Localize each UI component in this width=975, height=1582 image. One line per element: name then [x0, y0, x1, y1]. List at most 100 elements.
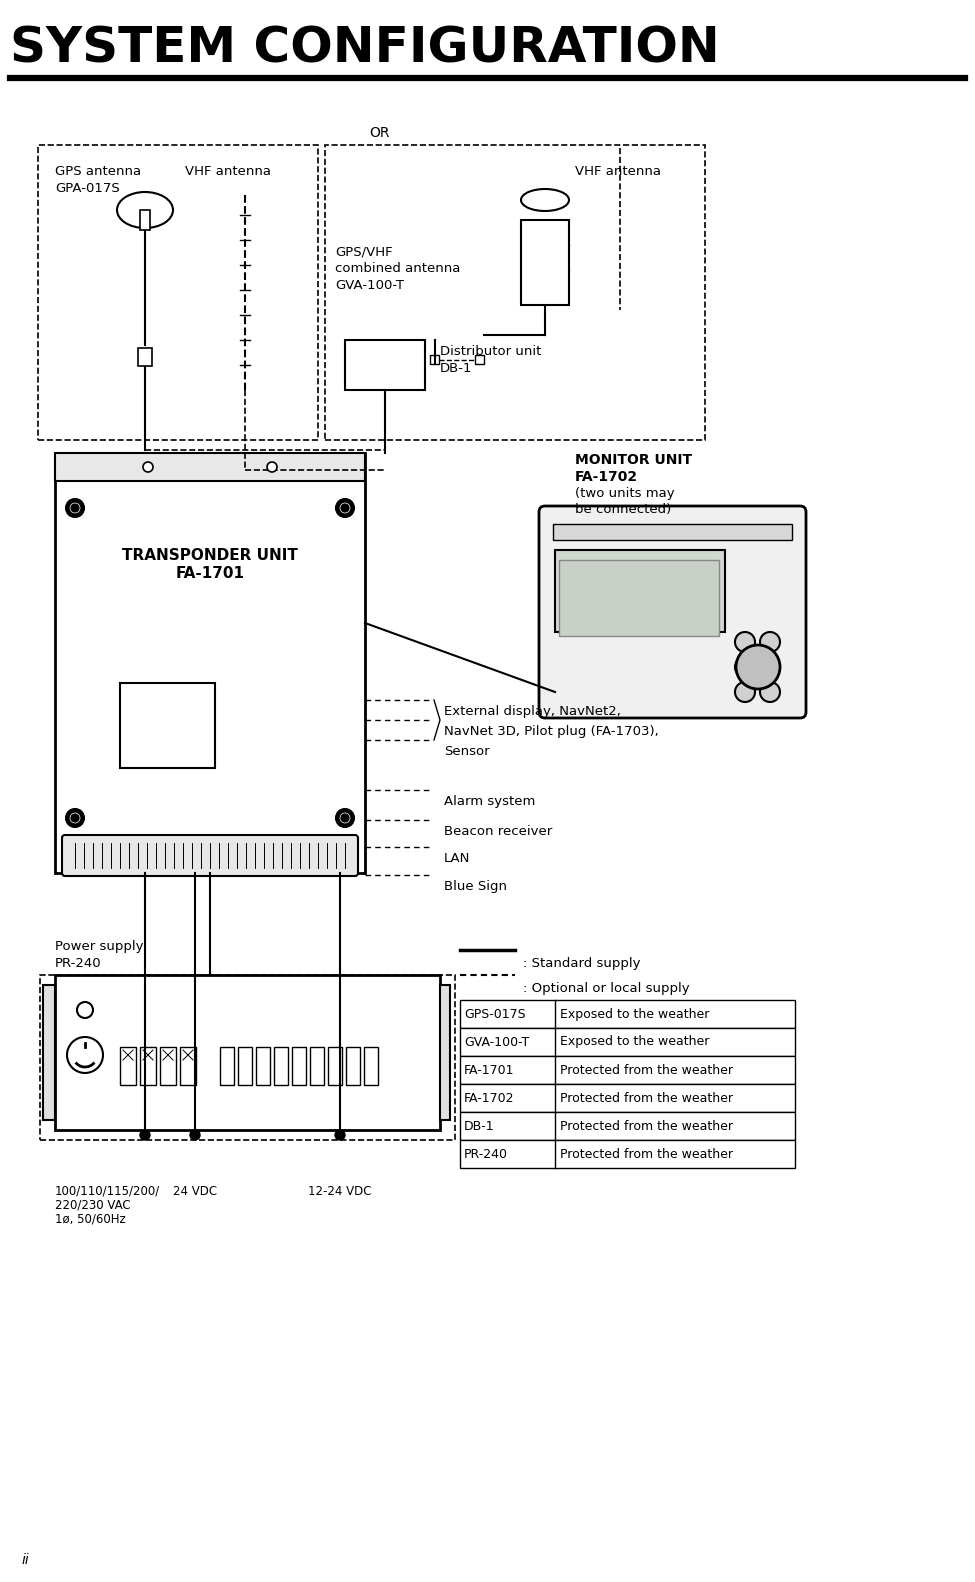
Text: Protected from the weather: Protected from the weather [560, 1120, 733, 1133]
Bar [364, 1047, 378, 1085]
Circle shape [735, 657, 755, 677]
Text: External display, NavNet2,: External display, NavNet2, [444, 706, 621, 718]
Text: Protected from the weather: Protected from the weather [560, 1063, 733, 1076]
Bar [180, 1047, 196, 1085]
Text: SYSTEM CONFIGURATION: SYSTEM CONFIGURATION [10, 24, 720, 73]
Circle shape [340, 813, 350, 823]
Text: FA-1701: FA-1701 [464, 1063, 515, 1076]
Bar [555, 551, 725, 631]
Text: Alarm system: Alarm system [444, 796, 535, 808]
Ellipse shape [521, 188, 569, 210]
Bar [120, 1047, 136, 1085]
Bar [460, 1028, 795, 1057]
Text: Blue Sign: Blue Sign [444, 880, 507, 892]
Text: GVA-100-T: GVA-100-T [464, 1036, 529, 1049]
Bar [160, 1047, 176, 1085]
Circle shape [736, 645, 780, 690]
Text: 24 VDC: 24 VDC [173, 1185, 217, 1198]
Bar [292, 1047, 306, 1085]
Text: NavNet 3D, Pilot plug (FA-1703),: NavNet 3D, Pilot plug (FA-1703), [444, 725, 659, 737]
Circle shape [66, 498, 84, 517]
Circle shape [760, 682, 780, 702]
Text: be connected): be connected) [575, 503, 671, 516]
Bar [475, 354, 484, 364]
Circle shape [336, 498, 354, 517]
Bar [460, 1112, 795, 1141]
Bar [140, 210, 150, 229]
Bar [460, 1084, 795, 1112]
Bar [120, 683, 215, 767]
Bar [430, 354, 439, 364]
Bar [220, 1047, 234, 1085]
Bar [238, 1047, 252, 1085]
Bar [55, 975, 440, 1130]
Bar [140, 1047, 156, 1085]
Text: DB-1: DB-1 [464, 1120, 494, 1133]
Text: FA-1702: FA-1702 [464, 1092, 515, 1104]
Circle shape [190, 1130, 200, 1141]
Circle shape [336, 808, 354, 827]
Text: 12-24 VDC: 12-24 VDC [308, 1185, 371, 1198]
Bar [328, 1047, 342, 1085]
Text: 1ø, 50/60Hz: 1ø, 50/60Hz [55, 1213, 126, 1226]
Bar [325, 146, 705, 440]
Text: : Standard supply: : Standard supply [523, 957, 641, 970]
Text: (two units may: (two units may [575, 487, 675, 500]
Text: Exposed to the weather: Exposed to the weather [560, 1036, 710, 1049]
Circle shape [335, 1130, 345, 1141]
Circle shape [760, 631, 780, 652]
Text: MONITOR UNIT: MONITOR UNIT [575, 452, 692, 467]
Text: 220/230 VAC: 220/230 VAC [55, 1199, 131, 1212]
Text: ii: ii [22, 1554, 30, 1568]
Bar [274, 1047, 288, 1085]
Circle shape [760, 657, 780, 677]
Bar [559, 560, 719, 636]
Circle shape [140, 1130, 150, 1141]
Circle shape [340, 503, 350, 513]
Ellipse shape [117, 191, 173, 228]
FancyBboxPatch shape [539, 506, 806, 718]
Text: Exposed to the weather: Exposed to the weather [560, 1008, 710, 1020]
Bar [138, 348, 152, 365]
Bar [521, 220, 569, 305]
Bar [43, 986, 55, 1120]
Circle shape [77, 1001, 93, 1017]
Text: Protected from the weather: Protected from the weather [560, 1092, 733, 1104]
Bar [310, 1047, 324, 1085]
Bar [55, 452, 365, 481]
Text: 100/110/115/200/: 100/110/115/200/ [55, 1185, 160, 1198]
Bar [256, 1047, 270, 1085]
Text: Beacon receiver: Beacon receiver [444, 824, 552, 838]
Bar [440, 986, 450, 1120]
Bar [38, 146, 318, 440]
Bar [55, 452, 365, 873]
Bar [460, 1000, 795, 1028]
FancyBboxPatch shape [62, 835, 358, 876]
Text: FA-1701: FA-1701 [176, 566, 245, 581]
Text: VHF antenna: VHF antenna [185, 165, 271, 179]
Circle shape [735, 682, 755, 702]
Text: OR: OR [370, 127, 390, 139]
Text: Distributor unit
DB-1: Distributor unit DB-1 [440, 345, 541, 375]
Text: VHF antenna: VHF antenna [575, 165, 661, 179]
Text: TRANSPONDER UNIT: TRANSPONDER UNIT [122, 547, 298, 563]
Circle shape [67, 1036, 103, 1073]
Circle shape [70, 813, 80, 823]
Text: Sensor: Sensor [444, 745, 489, 758]
Circle shape [66, 808, 84, 827]
Bar [345, 340, 425, 391]
Text: Protected from the weather: Protected from the weather [560, 1147, 733, 1161]
Text: Power supply
PR-240: Power supply PR-240 [55, 940, 143, 970]
Bar [346, 1047, 360, 1085]
Text: GPS/VHF
combined antenna
GVA-100-T: GPS/VHF combined antenna GVA-100-T [335, 245, 460, 293]
Text: PR-240: PR-240 [464, 1147, 508, 1161]
Circle shape [143, 462, 153, 471]
Text: : Optional or local supply: : Optional or local supply [523, 982, 689, 995]
Bar [40, 975, 455, 1141]
Bar [460, 1141, 795, 1168]
Text: LAN: LAN [444, 853, 470, 865]
Bar [553, 524, 792, 539]
Text: FA-1702: FA-1702 [575, 470, 638, 484]
Circle shape [70, 503, 80, 513]
Bar [460, 1057, 795, 1084]
